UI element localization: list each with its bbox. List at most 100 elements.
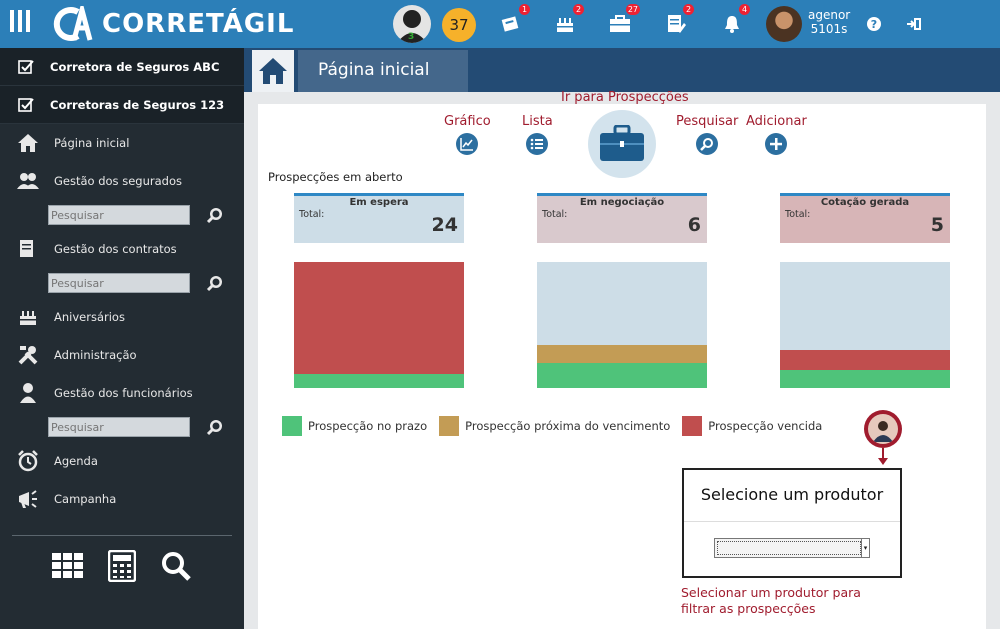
producer-select[interactable]: ▾ (714, 538, 870, 558)
list-icon (531, 138, 544, 150)
employees-search-input[interactable] (48, 417, 190, 437)
sidebar-item-insured[interactable]: Gestão dos segurados (0, 162, 244, 200)
status-card-quote-generated[interactable]: Cotação gerada Total: 5 (780, 193, 950, 243)
legend-label: Prospecção próxima do vencimento (465, 419, 671, 433)
level-badge[interactable]: 37 (442, 8, 476, 42)
user-name[interactable]: agenor 5101s (808, 8, 850, 36)
checkbox-checked-icon (18, 97, 34, 112)
producer-selector-title: Selecione um produtor (684, 470, 900, 522)
sidebar-item-contracts[interactable]: Gestão dos contratos (0, 230, 244, 268)
sidebar-item-employees[interactable]: Gestão dos funcionários (0, 374, 244, 412)
card-total-value: 5 (930, 214, 944, 236)
notifications-button[interactable]: 4 (722, 4, 750, 40)
calculator-button[interactable] (105, 549, 139, 583)
chart-icon (460, 138, 474, 151)
contracts-search-input[interactable] (48, 273, 190, 293)
goto-prospections-label[interactable]: Ir para Prospecções (561, 90, 689, 105)
sidebar-item-label: Gestão dos contratos (54, 242, 177, 256)
briefcase-icon (610, 15, 630, 32)
chart-button[interactable]: Gráfico (444, 114, 491, 155)
insured-search-input[interactable] (48, 205, 190, 225)
card-title: Cotação gerada (820, 197, 910, 208)
search-icon[interactable] (206, 274, 224, 292)
cake-icon (557, 18, 573, 32)
document-edit-icon (668, 15, 686, 33)
chart-label: Gráfico (444, 114, 491, 129)
users-icon (17, 173, 39, 189)
avatar-count: 3 (408, 32, 415, 42)
global-search-button[interactable] (159, 549, 193, 583)
sidebar-item-label: Gestão dos funcionários (54, 386, 193, 400)
sidebar-item-label: Campanha (54, 492, 117, 506)
company-item-abc[interactable]: Corretora de Seguros ABC (0, 48, 244, 86)
prospections-button[interactable]: 27 (608, 4, 640, 40)
sidebar-item-campaign[interactable]: Campanha (0, 480, 244, 518)
logout-button[interactable] (906, 8, 922, 40)
birthdays-button[interactable]: 2 (554, 4, 584, 40)
newspaper-button[interactable]: 1 (500, 4, 530, 40)
search-button[interactable]: Pesquisar (676, 114, 738, 155)
sidebar: Corretora de Seguros ABC Corretoras de S… (0, 48, 244, 629)
tools-icon (18, 346, 38, 365)
bar-segment-overdue (294, 262, 464, 374)
logo-mark-icon (53, 6, 93, 41)
list-button[interactable]: Lista (522, 114, 553, 155)
sidebar-item-label: Administração (54, 348, 137, 362)
sidebar-item-home[interactable]: Página inicial (0, 124, 244, 162)
sidebar-tools (12, 535, 232, 595)
sidebar-item-birthdays[interactable]: Aniversários (0, 298, 244, 336)
alarm-clock-icon (18, 450, 38, 472)
prospections-button[interactable] (588, 110, 656, 178)
legend-label: Prospecção no prazo (308, 419, 428, 433)
company-item-123[interactable]: Corretoras de Seguros 123 (0, 86, 244, 124)
add-button[interactable]: Adicionar (746, 114, 807, 155)
user-level-avatar[interactable]: 3 (393, 5, 431, 43)
user-avatar[interactable] (766, 6, 802, 42)
legend-label: Prospecção vencida (708, 419, 823, 433)
search-icon (700, 138, 714, 151)
producer-selector-panel: Selecione um produtor ▾ (682, 468, 902, 578)
legend-item-on-time: Prospecção no prazo (282, 416, 427, 436)
apps-grid-button[interactable] (51, 549, 85, 583)
menu-icon[interactable] (10, 10, 34, 38)
section-title: Prospecções em aberto (268, 170, 403, 184)
card-total-label: Total: (299, 209, 325, 220)
search-icon[interactable] (206, 418, 224, 436)
page-header: Página inicial (244, 48, 1000, 92)
arrow-down-icon (878, 448, 888, 465)
status-bar-waiting[interactable] (294, 262, 464, 388)
contracts-button[interactable]: 2 (666, 4, 694, 40)
legend: Prospecção no prazo Prospecção próxima d… (282, 416, 834, 436)
status-bar-negotiating[interactable] (537, 262, 707, 388)
sidebar-item-label: Gestão dos segurados (54, 174, 182, 188)
contracts-search (0, 268, 244, 298)
company-name: Corretoras de Seguros 123 (50, 97, 225, 112)
bar-segment-on-time (537, 363, 707, 388)
app-logo[interactable]: CORRETÁGIL (52, 6, 294, 42)
notification-count: 4 (739, 4, 750, 15)
calculator-icon (108, 549, 136, 582)
plus-icon (770, 138, 783, 150)
bar-segment-on-time (780, 370, 950, 388)
status-card-negotiating[interactable]: Em negociação Total: 6 (537, 193, 707, 243)
help-button[interactable]: ? (866, 8, 882, 40)
sidebar-item-agenda[interactable]: Agenda (0, 442, 244, 480)
notification-count: 27 (625, 4, 640, 15)
notification-count: 2 (573, 4, 584, 15)
briefcase-icon (600, 125, 644, 161)
bar-segment-near-due (537, 345, 707, 363)
producer-select-value (717, 541, 861, 555)
search-label: Pesquisar (676, 114, 739, 129)
search-icon[interactable] (206, 206, 224, 224)
bar-segment-overdue (780, 350, 950, 370)
employees-search (0, 412, 244, 442)
employee-icon (20, 383, 36, 403)
sidebar-item-label: Agenda (54, 454, 98, 468)
home-tab[interactable] (252, 50, 294, 92)
sidebar-item-admin[interactable]: Administração (0, 336, 244, 374)
card-total-label: Total: (542, 209, 568, 220)
status-bar-quote-generated[interactable] (780, 262, 950, 388)
bar-segment-on-time (294, 374, 464, 388)
status-card-waiting[interactable]: Em espera Total: 24 (294, 193, 464, 243)
user-name-line2: 5101s (810, 22, 848, 36)
